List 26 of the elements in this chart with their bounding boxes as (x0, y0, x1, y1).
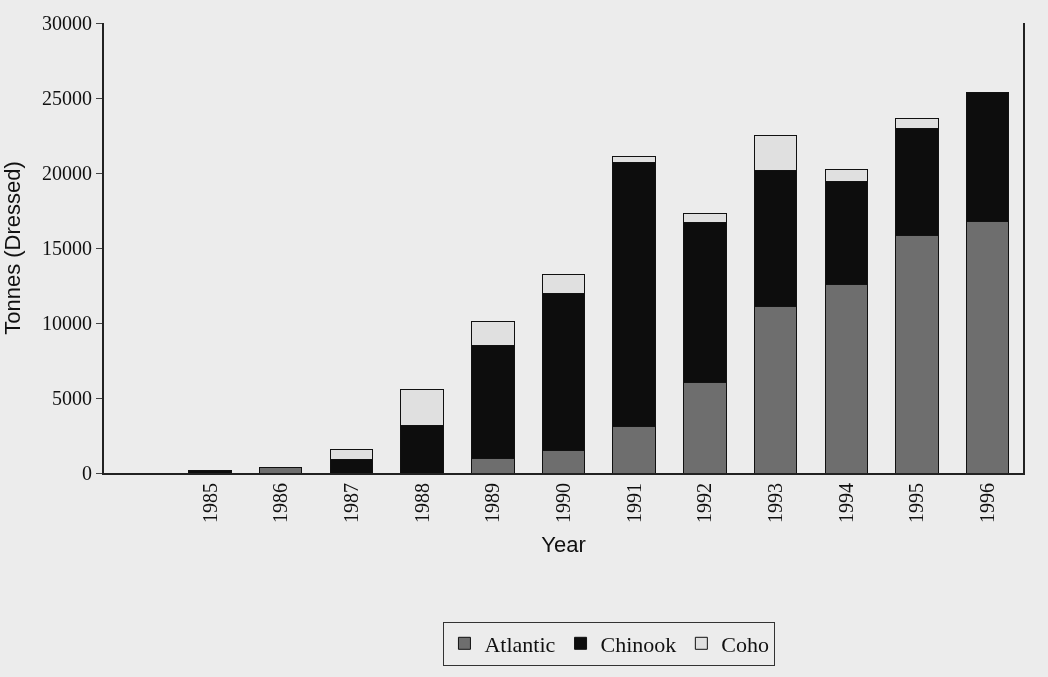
y-tick-label: 5000 (52, 387, 92, 409)
x-tick-label: 1995 (905, 483, 928, 523)
x-tick-label: 1992 (693, 483, 716, 523)
x-tick-label: 1994 (834, 483, 857, 523)
x-tick-label: 1989 (481, 483, 504, 523)
y-tick-label: 30000 (42, 12, 92, 34)
x-tick-label: 1993 (764, 483, 787, 523)
y-tick-label: 15000 (42, 237, 92, 259)
x-axis-title: Year (541, 532, 586, 558)
x-tick-label: 1988 (410, 483, 433, 523)
x-tick-label: 1987 (339, 483, 362, 523)
legend-label: Coho (721, 631, 770, 657)
legend-label: Atlantic (484, 631, 556, 657)
x-tick-label: 1991 (622, 483, 645, 523)
y-tick-label: 10000 (42, 312, 92, 334)
y-axis-title: Tonnes (Dressed) (0, 161, 26, 335)
legend-label: Chinook (600, 631, 677, 657)
x-tick-label: 1985 (198, 483, 221, 523)
x-tick-label: 1986 (269, 483, 292, 523)
y-tick-label: 0 (82, 462, 92, 484)
y-tick-label: 20000 (42, 162, 92, 184)
x-tick-label: 1996 (976, 483, 999, 523)
x-tick-label: 1990 (552, 483, 574, 523)
y-tick-label: 25000 (42, 87, 92, 109)
bar (188, 470, 232, 473)
bar (259, 466, 303, 473)
